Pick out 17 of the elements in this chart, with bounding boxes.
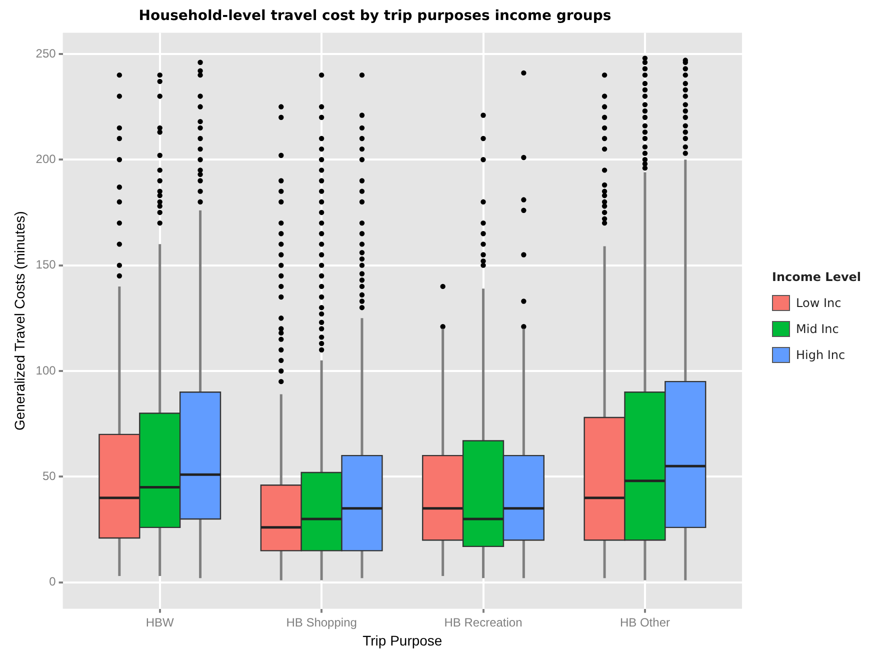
- x-tick-label: HB Other: [620, 615, 670, 630]
- x-tick-label: HBW: [146, 615, 175, 630]
- y-tick-label: 150: [36, 258, 56, 272]
- legend-label: Mid Inc: [796, 322, 839, 336]
- legend-label: Low Inc: [796, 296, 842, 310]
- y-tick-label: 0: [49, 574, 56, 589]
- x-tick-label: HB Recreation: [444, 615, 522, 630]
- y-tick-label: 250: [36, 46, 56, 60]
- y-tick-label: 100: [36, 363, 56, 378]
- chart-title: Household-level travel cost by trip purposes income groups: [138, 8, 612, 24]
- legend-title: Income Level: [772, 270, 862, 284]
- x-axis-title: Trip Purpose: [362, 632, 442, 648]
- y-tick-label: 50: [42, 469, 56, 483]
- x-tick-label: HB Shopping: [286, 615, 357, 630]
- legend-label: High Inc: [796, 348, 846, 362]
- y-tick-label: 200: [36, 152, 56, 166]
- y-axis-title: Generalized Travel Costs (minutes): [11, 211, 28, 431]
